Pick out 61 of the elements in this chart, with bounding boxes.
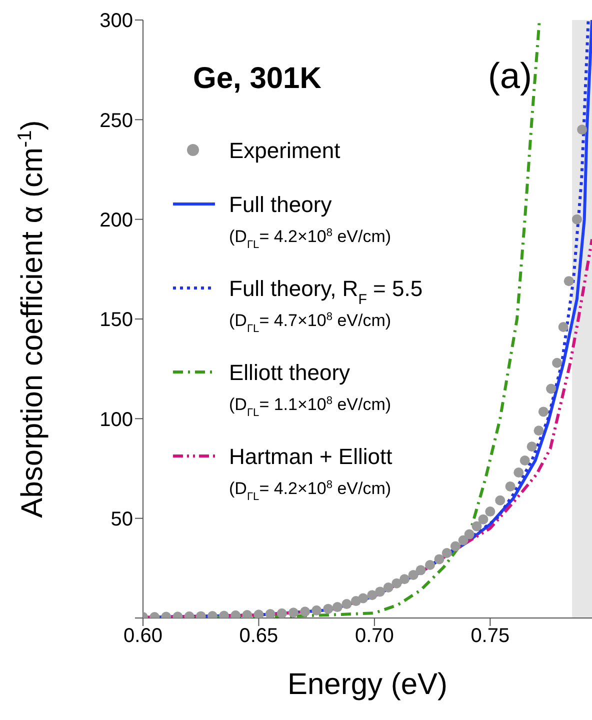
point [534,426,544,436]
y-tick-label: 50 [110,508,133,530]
point [442,548,452,558]
point [288,608,298,618]
x-axis-title: Energy (eV) [287,668,448,701]
point [526,442,537,452]
legend-label: Hartman + Elliott [229,444,392,469]
point [400,574,410,584]
point [254,610,264,618]
point [546,384,556,394]
point [505,481,516,492]
point [572,214,582,224]
point [485,506,496,517]
y-tick-label: 150 [100,309,133,332]
legend-label: Experiment [229,138,340,163]
annotation: (D$_{ΓL}$= 1.1×10$^{8}$ eV/cm) [229,395,392,419]
point [323,604,334,614]
point [276,608,287,618]
point [434,554,444,564]
point [520,456,530,466]
point [408,570,418,580]
annotation: (D$_{ΓL}$= 4.2×10$^{8}$ eV/cm) [229,227,392,251]
point [564,276,574,286]
x-tick-label: 0.65 [239,625,278,648]
legend-label: Full theory, R$_{F}$ = 5.5 [229,276,423,308]
point [424,560,435,570]
point [514,467,524,478]
point [383,582,394,592]
y-tick-label: 200 [100,209,133,232]
point [558,322,568,332]
annotation: Ge, 301K [193,62,322,95]
legend-label: Full theory [229,192,332,217]
point [552,358,562,368]
point [416,565,426,576]
point [375,586,385,597]
point [478,514,488,524]
point [577,124,588,135]
point [450,541,460,552]
point [472,521,482,532]
legend-label: Elliott theory [229,360,350,385]
point [538,406,548,417]
y-tick-label: 300 [100,10,133,32]
x-tick-label: 0.70 [354,625,394,648]
point [367,590,378,600]
point [358,593,368,604]
point [464,529,474,540]
annotation: (D$_{ΓL}$= 4.7×10$^{8}$ eV/cm) [229,311,392,335]
y-tick-label: 250 [100,110,133,132]
point [458,535,468,546]
x-tick-label: 0.60 [124,625,162,648]
y-tick-label: 100 [100,408,133,431]
x-tick-label: 0.75 [470,625,510,648]
point [300,606,310,617]
point [495,495,506,506]
point [312,605,322,616]
point [392,578,402,588]
annotation: (D$_{ΓL}$= 4.2×10$^{8}$ eV/cm) [229,479,392,503]
point [265,609,276,618]
point [332,602,342,612]
annotation: (a) [488,55,532,96]
point [342,599,352,610]
